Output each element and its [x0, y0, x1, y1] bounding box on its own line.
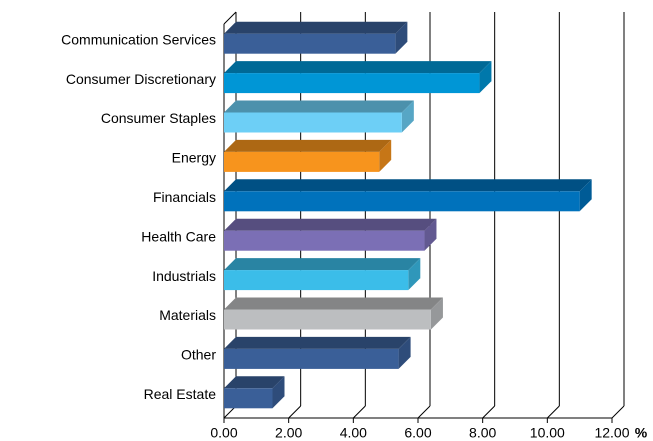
bar-side: [379, 139, 392, 172]
y-tick-label: Other: [181, 347, 216, 363]
y-tick-label: Energy: [172, 150, 216, 166]
grid-line: [482, 405, 496, 419]
bar: [224, 309, 431, 330]
bar: [224, 33, 396, 54]
bar-side: [272, 376, 285, 409]
y-tick-label: Materials: [159, 307, 216, 323]
bar-side: [424, 218, 437, 251]
bar-top: [224, 218, 437, 231]
y-tick-label: Consumer Discretionary: [66, 71, 216, 87]
x-tick-label: 2.00: [275, 425, 302, 441]
y-tick-label: Financials: [153, 189, 216, 205]
bar-side: [579, 179, 592, 212]
bar-top: [224, 100, 414, 113]
x-tick-label: 6.00: [404, 425, 431, 441]
bar-side: [401, 100, 414, 133]
bar-top: [224, 139, 392, 152]
bar: [224, 270, 409, 291]
bar: [224, 230, 425, 251]
axis-line: [223, 11, 237, 25]
y-tick-label: Consumer Staples: [101, 110, 216, 126]
y-tick-label: Communication Services: [61, 31, 216, 47]
x-tick-label: 0.00: [210, 425, 237, 441]
bar: [224, 191, 580, 212]
bar: [224, 73, 480, 94]
bar: [224, 112, 402, 133]
bar-top: [224, 179, 592, 192]
bar-top: [224, 376, 285, 389]
grid-line: [611, 405, 625, 419]
bar-top: [224, 336, 411, 349]
y-tick-label: Health Care: [141, 228, 216, 244]
x-tick-label: 4.00: [340, 425, 367, 441]
bar-side: [430, 297, 443, 330]
x-axis-label: %: [635, 425, 648, 441]
x-tick-label: 8.00: [469, 425, 496, 441]
bar-top: [224, 21, 408, 34]
y-tick-label: Real Estate: [144, 386, 217, 402]
bar-top: [224, 258, 421, 271]
grid-line: [417, 405, 431, 419]
bar: [224, 151, 380, 172]
bar-side: [408, 258, 421, 291]
bar-side: [479, 61, 492, 94]
bar: [224, 388, 273, 409]
bar-top: [224, 297, 443, 310]
grid-line: [546, 405, 560, 419]
x-tick-label: 12.00: [594, 425, 629, 441]
bar-side: [398, 336, 411, 369]
x-tick-label: 10.00: [530, 425, 565, 441]
grid-line: [352, 405, 366, 419]
bar-side: [395, 21, 408, 54]
grid-line: [288, 405, 302, 419]
bar: [224, 348, 399, 369]
y-tick-label: Industrials: [152, 268, 216, 284]
bar-top: [224, 61, 492, 74]
